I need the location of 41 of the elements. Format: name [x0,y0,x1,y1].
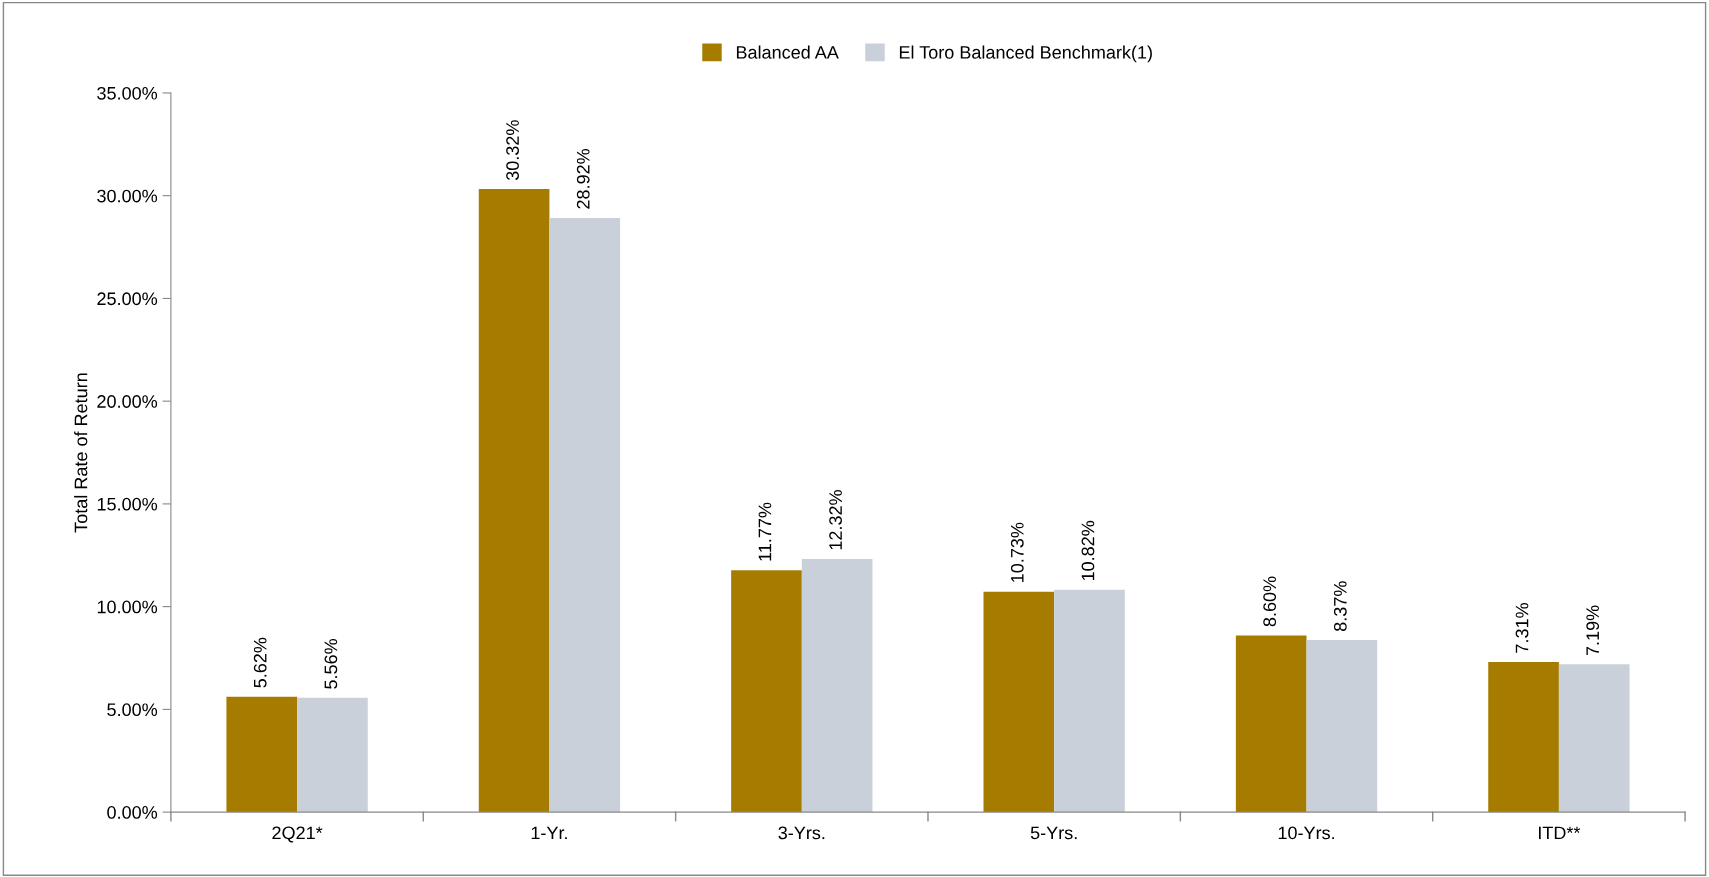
bar [1488,661,1559,813]
bar [1306,640,1378,813]
y-tick-label: 20.00% [97,395,158,408]
y-axis-title: Total Rate of Return [74,373,88,533]
bar [983,591,1055,813]
x-tick-label: 10-Yrs. [1278,826,1334,840]
bar [226,696,298,813]
data-label: 7.19% [1586,605,1600,656]
bar [1235,635,1307,813]
data-label: 5.62% [253,637,267,688]
y-tick-label: 0.00% [107,806,158,819]
x-tick-label: 1-Yr. [531,826,567,840]
legend-label: El Toro Balanced Benchmark(1) [899,45,1152,63]
x-tick-label: ITD** [1538,826,1581,840]
y-tick-label: 5.00% [107,703,158,717]
bar [297,697,368,813]
bar [1558,664,1630,813]
data-label: 11.77% [758,502,772,561]
y-tick-label: 30.00% [97,189,158,203]
y-tick-label: 15.00% [97,497,158,511]
data-label: 10.82% [1081,520,1095,581]
bar [731,570,802,813]
data-label: 12.32% [829,490,842,550]
y-tick-label: 35.00% [97,86,158,100]
data-label: 10.73% [1010,522,1024,582]
data-label: 5.56% [324,638,338,689]
data-label: 30.32% [506,120,519,181]
data-label: 8.60% [1263,576,1277,627]
legend-label: Balanced AA [736,45,839,59]
data-label: 8.37% [1333,581,1347,632]
x-tick-label: 5-Yrs. [1030,826,1077,840]
bar [801,558,873,813]
bar [478,189,550,813]
y-tick-label: 10.00% [97,600,158,614]
x-tick-label: 3-Yrs. [778,826,825,840]
y-tick-label: 25.00% [97,292,158,306]
bar [1054,589,1125,813]
data-label: 28.92% [576,148,590,209]
data-label: 7.31% [1515,603,1529,653]
x-tick-label: 2Q21* [272,826,323,843]
bar [549,217,621,813]
